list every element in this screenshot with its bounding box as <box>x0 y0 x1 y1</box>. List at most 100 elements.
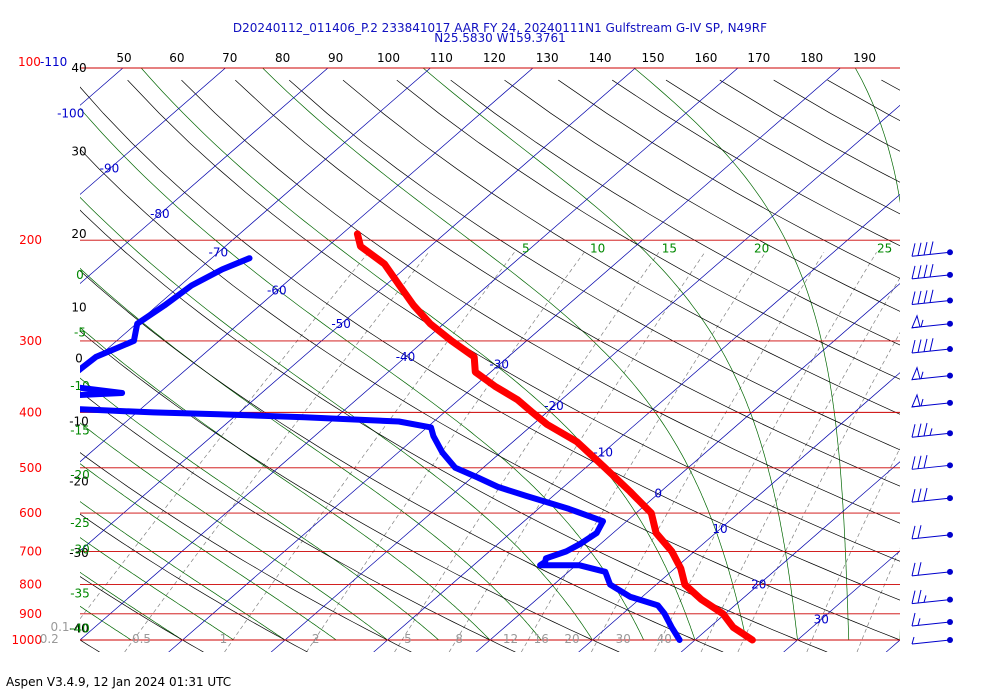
isotherm-line <box>80 68 636 552</box>
left-temperature-label: -40 <box>69 622 89 636</box>
dry-adiabat-line <box>80 330 620 652</box>
wind-barb-flag <box>923 487 928 502</box>
dry-adiabat-line <box>80 209 828 652</box>
dry-adiabat-line <box>80 576 204 652</box>
top-scale-label: 190 <box>853 51 876 65</box>
top-scale-label: 140 <box>589 51 612 65</box>
wind-barb-half-flag <box>923 595 927 603</box>
dry-adiabat-line <box>80 270 724 652</box>
moist-adiabat-line <box>80 377 440 641</box>
dry-adiabat-line <box>80 86 900 601</box>
wind-barb-staff <box>911 599 951 605</box>
mixing-ratio-label: 1 <box>220 632 228 646</box>
isotherm-line <box>373 193 900 652</box>
wind-barb-half-flag <box>917 618 921 626</box>
dry-adiabat-line <box>665 79 900 215</box>
wind-barb-half-flag <box>920 398 924 407</box>
left-temperature-label: 20 <box>71 227 86 241</box>
mixing-ratio-label: 0.5 <box>132 632 151 646</box>
moist-adiabat-label: 20 <box>754 241 769 255</box>
wind-barb-flag <box>911 339 916 354</box>
moist-adiabat-line <box>80 327 491 641</box>
moist-adiabat-label: -40 <box>70 622 90 636</box>
moist-adiabat-line <box>80 537 234 641</box>
wind-barb-staff <box>911 621 951 627</box>
moist-adiabat-label: 5 <box>522 241 530 255</box>
wind-barb-pennant <box>911 366 921 381</box>
isotherm-line <box>680 461 900 652</box>
wind-barb <box>911 241 953 257</box>
dry-adiabat-line <box>80 452 412 652</box>
wind-barb-flag <box>929 241 934 255</box>
top-scale-label: 110 <box>430 51 453 65</box>
dry-adiabat-line <box>719 79 900 183</box>
left-temperature-label: -30 <box>69 546 89 560</box>
top-scale-label: 70 <box>222 51 237 65</box>
wind-barb-flag <box>917 290 922 305</box>
isotherm-label: -70 <box>209 245 229 259</box>
wind-barb-staff <box>911 571 951 577</box>
dry-adiabat-line <box>80 391 516 652</box>
wind-barb-flag <box>917 525 922 539</box>
mixing-ratio-label: 12 <box>503 632 518 646</box>
dry-adiabat-line <box>235 79 900 487</box>
temperature-profile <box>353 230 756 644</box>
wind-barb-staff <box>911 497 951 503</box>
wind-barb-flag <box>923 455 928 469</box>
moist-adiabat-label: -15 <box>70 423 90 437</box>
mixing-ratio-line <box>856 547 900 652</box>
wind-barb-flag <box>923 422 928 437</box>
pressure-label: 600 <box>19 506 42 520</box>
left-temperature-label: 10 <box>71 300 86 314</box>
isotherm-label: 30 <box>814 612 829 626</box>
top-scale-label: 180 <box>800 51 823 65</box>
wind-barb-flag <box>917 589 922 604</box>
moist-adiabat-label: -20 <box>70 468 90 482</box>
moist-adiabat-label: -30 <box>70 543 90 557</box>
wind-barb-flag <box>923 290 928 304</box>
dry-adiabat-line <box>612 79 900 247</box>
dry-adiabat-line <box>773 79 900 152</box>
top-scale-label: 90 <box>328 51 343 65</box>
moist-adiabat-label: 25 <box>877 241 892 255</box>
dewpoint-profile <box>80 255 683 643</box>
isotherm-line <box>989 55 1000 652</box>
top-scale-label: 80 <box>275 51 290 65</box>
wind-barb-flag <box>923 338 928 352</box>
wind-barb-staff <box>911 464 951 470</box>
wind-barb-staff <box>911 300 951 306</box>
left-temperature-label: 0 <box>75 351 83 365</box>
mixing-ratio-label: 5 <box>404 632 412 646</box>
wind-barb-flag <box>911 291 916 305</box>
moist-adiabat-label: -5 <box>74 325 86 339</box>
top-scale-label: 150 <box>642 51 665 65</box>
wind-barb-flag <box>917 455 922 469</box>
dry-adiabat-line <box>181 79 900 524</box>
footer-text: Aspen V3.4.9, 12 Jan 2024 01:31 UTC <box>6 675 232 689</box>
isotherm-label: 20 <box>751 578 766 592</box>
moist-adiabat-line <box>422 68 798 641</box>
wind-barb-flag <box>917 242 922 256</box>
left-temperature-label: 40 <box>71 61 86 75</box>
wind-barb <box>911 422 953 438</box>
wind-barb <box>911 393 953 408</box>
mixing-ratio-line <box>224 252 515 652</box>
moist-adiabat-label: 10 <box>590 241 605 255</box>
chart-title: D20240112_011406_P.2 233841017 AAR FY 24… <box>232 21 768 35</box>
dry-adiabat-line <box>450 79 900 346</box>
wind-barb-flag <box>911 612 916 627</box>
mixing-ratio-label: 40 <box>657 632 672 646</box>
wind-barb-flag <box>917 423 922 437</box>
pressure-label: 100 <box>18 55 41 69</box>
moist-adiabat-label: -35 <box>70 587 90 601</box>
moist-adiabat-line <box>80 107 645 641</box>
isotherm-label: -40 <box>396 350 416 364</box>
wind-barb-flag <box>911 265 916 280</box>
wind-barb-half-flag <box>920 371 924 379</box>
mixing-ratio-label: 0.1 <box>50 620 69 634</box>
mixing-ratio-label: 0.2 <box>40 632 59 646</box>
wind-barb-flag <box>923 264 928 278</box>
wind-barb-staff <box>911 639 951 645</box>
